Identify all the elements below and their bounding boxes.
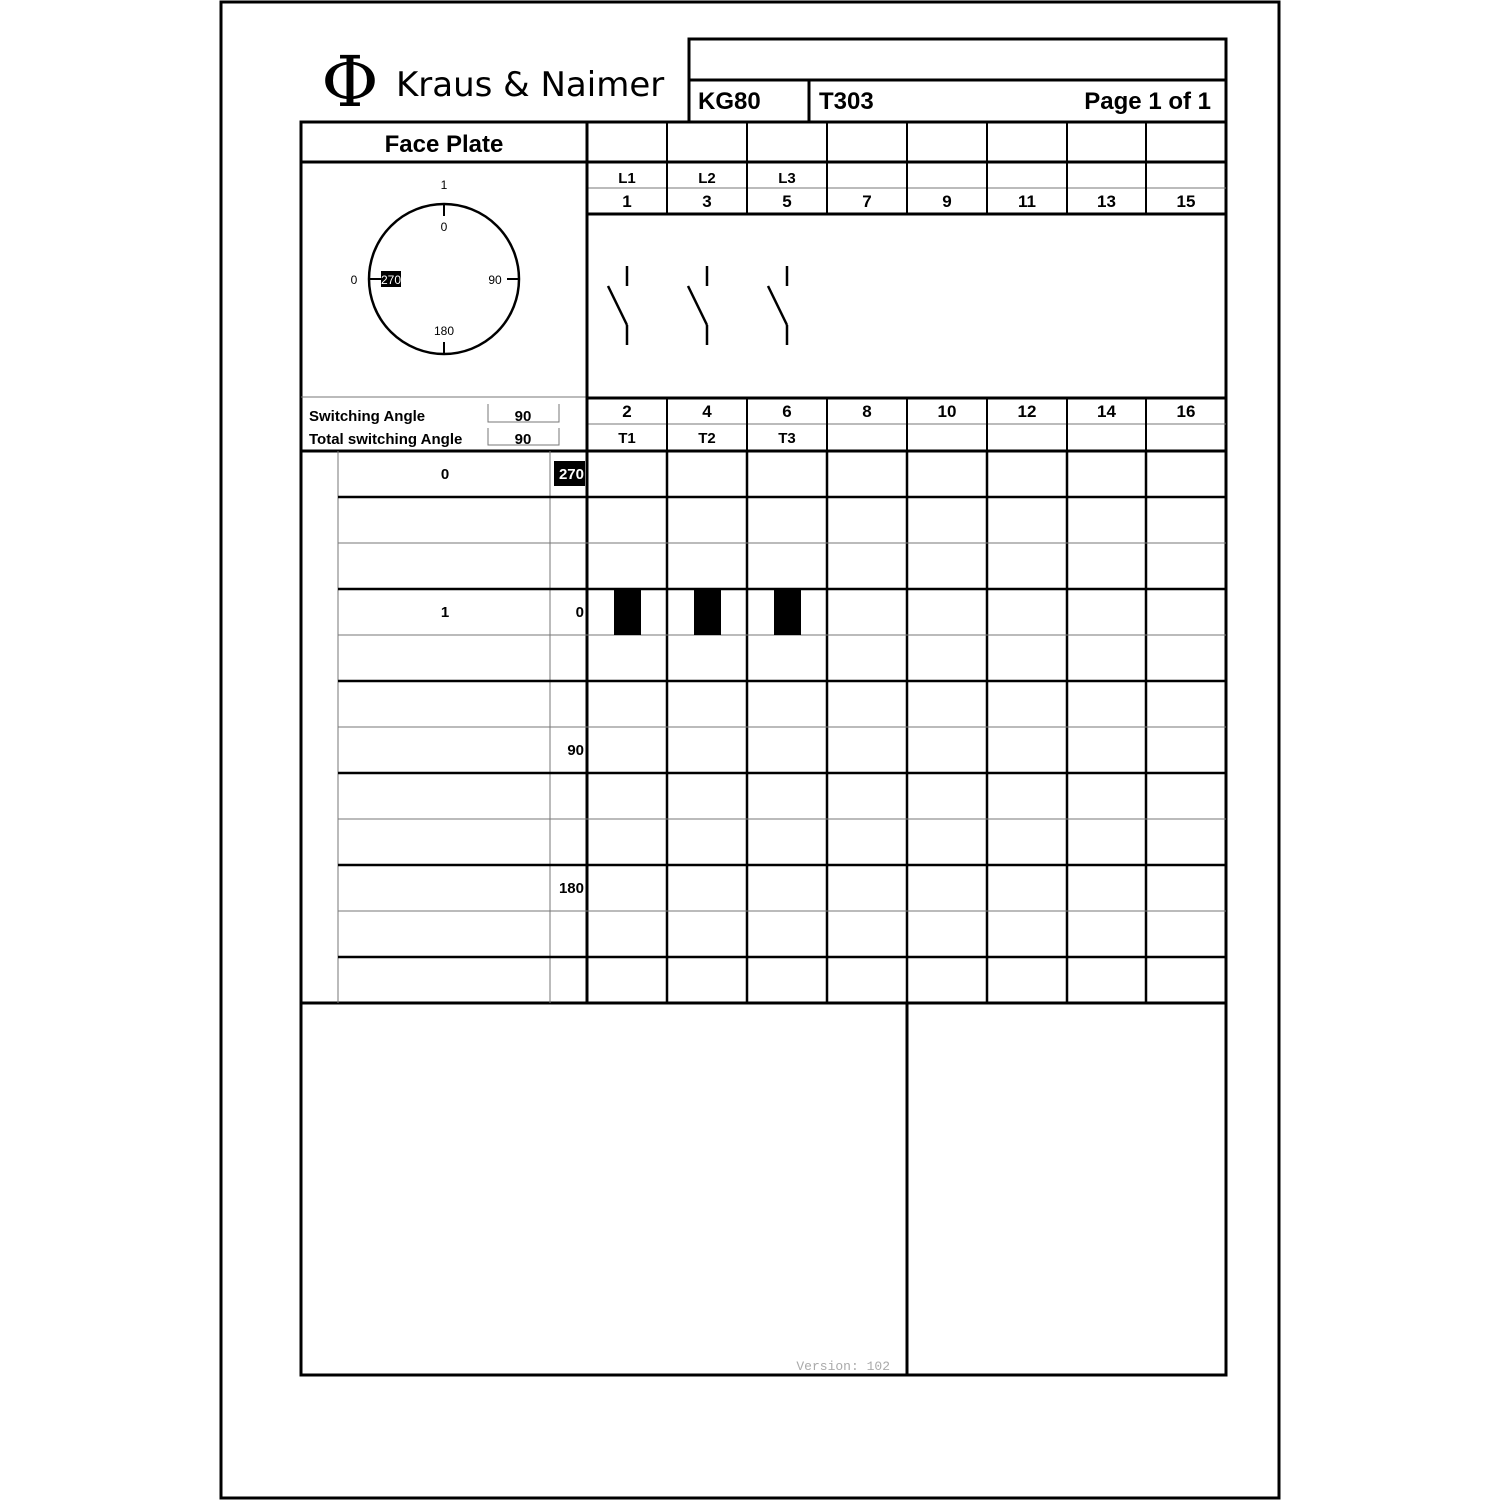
- dial-position-0: 0: [351, 273, 358, 287]
- position-angle: 0: [576, 604, 584, 621]
- dial-angle-180: 180: [434, 324, 454, 338]
- load-label: T2: [698, 430, 716, 447]
- model-number: KG80: [698, 88, 761, 115]
- terminal-bottom: 10: [938, 402, 957, 421]
- brand-symbol: Φ: [321, 41, 378, 123]
- line-label: L3: [778, 170, 796, 187]
- terminal-bottom: 6: [782, 402, 791, 421]
- brand-name: Kraus & Naimer: [396, 65, 664, 105]
- dial-angle-90: 90: [488, 273, 502, 287]
- position-angle: 180: [559, 880, 584, 897]
- terminal-top: 3: [702, 192, 711, 211]
- terminal-top: 5: [782, 192, 791, 211]
- position-label: 1: [441, 604, 449, 621]
- closed-contact-mark: [614, 590, 641, 635]
- terminal-top: 1: [622, 192, 631, 211]
- terminal-top: 11: [1018, 192, 1036, 211]
- position-label: 0: [441, 466, 449, 483]
- dial-angle-270: 270: [381, 273, 401, 287]
- position-angle: 270: [559, 466, 584, 483]
- page-indicator: Page 1 of 1: [1084, 88, 1211, 115]
- terminal-bottom: 4: [702, 402, 712, 421]
- line-label: L1: [618, 170, 636, 187]
- terminal-top: 9: [942, 192, 951, 211]
- terminal-top: 13: [1097, 192, 1116, 211]
- switch-contact-symbol: [686, 266, 709, 345]
- terminal-bottom: 8: [862, 402, 871, 421]
- page-border: [219, 0, 1281, 1500]
- brand-logo: Φ Kraus & Naimer: [321, 41, 664, 123]
- program-code: T303: [819, 88, 874, 115]
- total-switching-angle-label: Total switching Angle: [309, 431, 462, 448]
- terminal-bottom: 2: [622, 402, 631, 421]
- switch-contact-symbol: [606, 266, 629, 345]
- total-switching-angle-value: 90: [515, 431, 532, 448]
- terminal-bottom: 12: [1018, 402, 1037, 421]
- terminal-top: 7: [862, 192, 871, 211]
- terminal-top: 15: [1177, 192, 1196, 211]
- face-plate-title: Face Plate: [385, 131, 504, 158]
- switching-angle-label: Switching Angle: [309, 408, 425, 425]
- angle-highlight: [554, 461, 585, 486]
- terminal-bottom: 14: [1097, 402, 1116, 421]
- dial-position-1: 1: [441, 178, 448, 192]
- switching-angle-value: 90: [515, 408, 532, 425]
- load-label: T1: [618, 430, 636, 447]
- table-frame: [299, 120, 1228, 1377]
- closed-contact-mark: [774, 590, 801, 635]
- terminal-bottom: 16: [1177, 402, 1196, 421]
- version-label: Version: 102: [796, 1359, 890, 1374]
- switch-contact-symbol: [766, 266, 789, 345]
- position-angle: 90: [567, 742, 584, 759]
- line-label: L2: [698, 170, 716, 187]
- load-label: T3: [778, 430, 796, 447]
- dial-diagram: 1 0 0 270 90 180: [351, 178, 521, 356]
- closed-contact-mark: [694, 590, 721, 635]
- main-grid: [299, 120, 1228, 1377]
- dial-angle-0: 0: [441, 220, 448, 234]
